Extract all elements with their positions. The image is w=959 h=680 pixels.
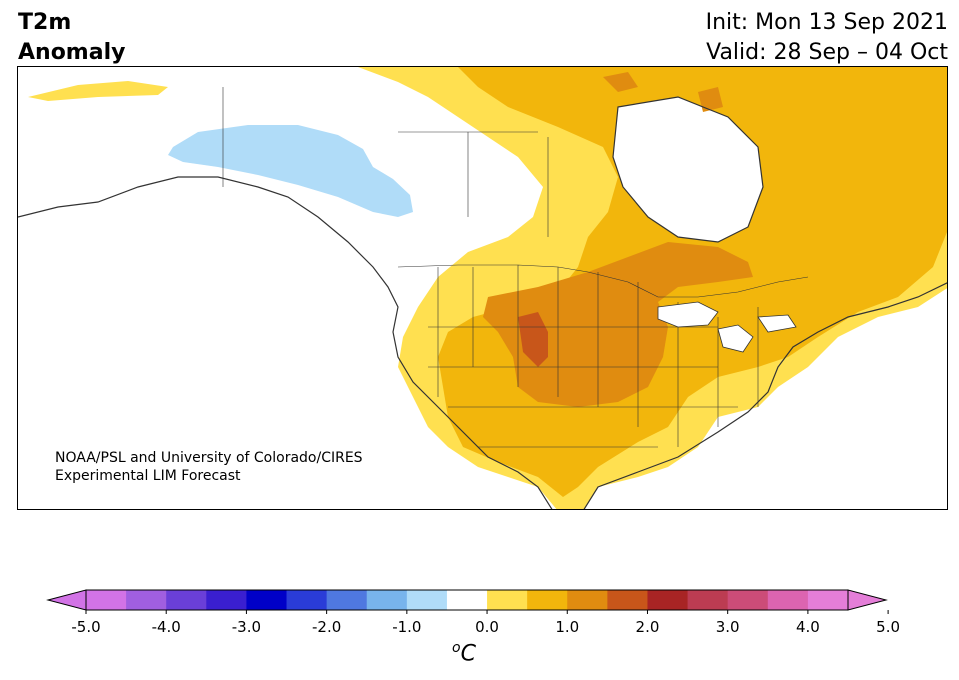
colorbar-tick-label: 0.0 [475,618,499,636]
anomaly-region-cold [168,125,413,217]
colorbar-segment [487,590,528,610]
hudson-bay [613,97,763,242]
units-base: C [460,641,476,667]
colorbar-segment [246,590,288,610]
colorbar-segment [206,590,247,610]
great-lakes [657,301,797,353]
colorbar-tick-label: 2.0 [636,618,660,636]
colorbar-segment [326,590,368,610]
colorbar-segment [86,590,127,610]
anomaly-region-warm-4 [518,312,548,367]
colorbar: -5.0 -4.0 -3.0 -2.0 -1.0 0.0 1.0 2.0 3.0 4.0 5.0 [44,586,914,646]
colorbar-segment [446,590,488,610]
colorbar-segment [366,590,408,610]
anomaly-region-warm-1-north [28,81,168,101]
colorbar-units: oC [452,640,476,666]
colorbar-tick-label: 4.0 [796,618,820,636]
colorbar-tick-label: -2.0 [312,618,341,636]
map-canvas [18,67,947,509]
colorbar-segment [126,590,167,610]
colorbar-segment [727,590,769,610]
credit-line-2: Experimental LIM Forecast [55,468,241,484]
colorbar-tick-label: -3.0 [232,618,261,636]
colorbar-segment [767,590,809,610]
colorbar-tick-label: 3.0 [716,618,740,636]
colorbar-tick-label: 1.0 [555,618,579,636]
anomaly-region-warm-3 [483,242,753,407]
init-date: Init: Mon 13 Sep 2021 [705,10,948,35]
colorbar-tick-label: -4.0 [152,618,181,636]
colorbar-segment [607,590,648,610]
title-variable: T2m [18,10,72,35]
map-title: T2m Anomaly [18,8,125,68]
anomaly-region-warm-3-north [603,72,723,112]
colorbar-extend-low [46,589,87,611]
colorbar-segment [687,590,729,610]
colorbar-segment [527,590,568,610]
forecast-dates: Init: Mon 13 Sep 2021 Valid: 28 Sep – 04… [706,8,948,68]
colorbar-tick-label: 5.0 [876,618,900,636]
coastline [18,96,947,509]
colorbar-segment [567,590,608,610]
credit-line-1: NOAA/PSL and University of Colorado/CIRE… [55,450,363,466]
colorbar-extend-high [847,589,888,611]
colorbar-segment [406,590,448,610]
colorbar-segment [166,590,207,610]
colorbar-tick-label: -1.0 [392,618,421,636]
colorbar-tick-label: -5.0 [71,618,100,636]
valid-range: Valid: 28 Sep – 04 Oct [706,40,948,65]
anomaly-map [17,66,948,510]
colorbar-segment [807,590,849,610]
colorbar-segment [286,590,328,610]
title-field: Anomaly [18,40,126,65]
colorbar-svg: -5.0 -4.0 -3.0 -2.0 -1.0 0.0 1.0 2.0 3.0 4.0 5.0 [46,589,900,636]
colorbar-segment [647,590,689,610]
political-borders [222,87,809,448]
credit-text: NOAA/PSL and University of Colorado/CIRE… [55,449,363,485]
colorbar-border [85,589,849,611]
units-superscript: o [452,640,461,656]
